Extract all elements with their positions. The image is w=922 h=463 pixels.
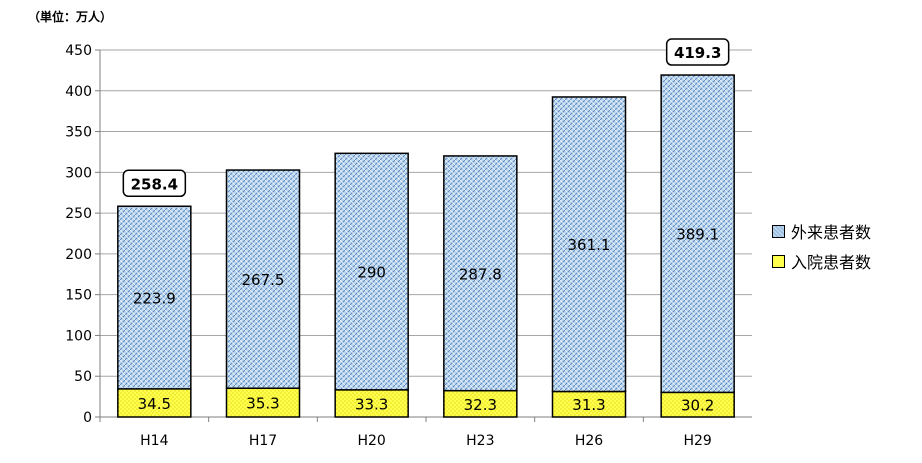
y-tick-label: 300 bbox=[65, 165, 92, 181]
x-tick-label: H17 bbox=[249, 433, 277, 449]
y-tick-label: 100 bbox=[65, 328, 92, 344]
data-label-inpatient: 30.2 bbox=[681, 397, 714, 415]
y-tick-label: 350 bbox=[65, 125, 92, 141]
unit-label: （単位：万人） bbox=[28, 10, 113, 24]
data-label-outpatient: 287.8 bbox=[459, 265, 502, 283]
y-tick-label: 0 bbox=[83, 410, 92, 426]
x-tick-label: H14 bbox=[140, 433, 168, 449]
legend-item-outpatient: 外来患者数 bbox=[772, 216, 871, 246]
legend-label-inpatient: 入院患者数 bbox=[791, 253, 872, 272]
x-tick-label: H20 bbox=[357, 433, 385, 449]
total-label: 258.4 bbox=[131, 175, 178, 193]
data-label-outpatient: 223.9 bbox=[133, 290, 176, 308]
bar-outpatient bbox=[334, 152, 409, 391]
data-label-inpatient: 35.3 bbox=[246, 395, 279, 413]
data-label-inpatient: 33.3 bbox=[355, 395, 388, 413]
gridlines bbox=[100, 49, 752, 418]
y-tick-label: 150 bbox=[65, 288, 92, 304]
bar-outpatient bbox=[660, 74, 735, 394]
bar-outpatient bbox=[443, 155, 518, 392]
y-tick-label: 50 bbox=[74, 369, 92, 385]
bar-outpatient bbox=[225, 169, 301, 389]
bar-outpatient bbox=[551, 96, 627, 393]
bar-inpatient bbox=[225, 387, 301, 418]
total-label: 419.3 bbox=[674, 44, 721, 62]
y-tick-label: 250 bbox=[65, 206, 92, 222]
x-tick-label: H26 bbox=[575, 433, 603, 449]
data-label-inpatient: 34.5 bbox=[138, 395, 171, 413]
legend: 外来患者数 入院患者数 bbox=[772, 216, 871, 276]
x-tick-label: H23 bbox=[466, 433, 494, 449]
y-tick-label: 450 bbox=[65, 43, 92, 59]
data-label-inpatient: 32.3 bbox=[464, 396, 497, 414]
legend-label-outpatient: 外来患者数 bbox=[791, 223, 872, 242]
legend-swatch-inpatient bbox=[772, 254, 785, 268]
x-tick-label: H29 bbox=[683, 433, 711, 449]
data-label-outpatient: 361.1 bbox=[568, 236, 611, 254]
y-tick-label: 200 bbox=[65, 247, 92, 263]
bar-outpatient bbox=[117, 205, 192, 390]
data-labels: 34.5 223.9 258.4 35.3 267.5 33.3 290 32.3 287.8 3… bbox=[122, 38, 730, 415]
legend-swatch-outpatient bbox=[772, 224, 785, 238]
data-label-outpatient: 389.1 bbox=[676, 226, 719, 244]
total-label-box bbox=[122, 169, 187, 198]
data-label-inpatient: 31.3 bbox=[572, 396, 605, 414]
bar-inpatient bbox=[117, 388, 192, 418]
bar-inpatient bbox=[443, 389, 518, 418]
y-tick-label: 400 bbox=[65, 84, 92, 100]
total-label-box bbox=[665, 38, 730, 66]
data-label-outpatient: 267.5 bbox=[242, 271, 285, 289]
bars bbox=[117, 74, 735, 418]
axes: 0 50 100 150 200 250 300 350 400 450 H14 H17 H20 H23 H… bbox=[65, 43, 752, 449]
data-label-outpatient: 290 bbox=[357, 264, 386, 282]
legend-item-inpatient: 入院患者数 bbox=[772, 246, 871, 276]
